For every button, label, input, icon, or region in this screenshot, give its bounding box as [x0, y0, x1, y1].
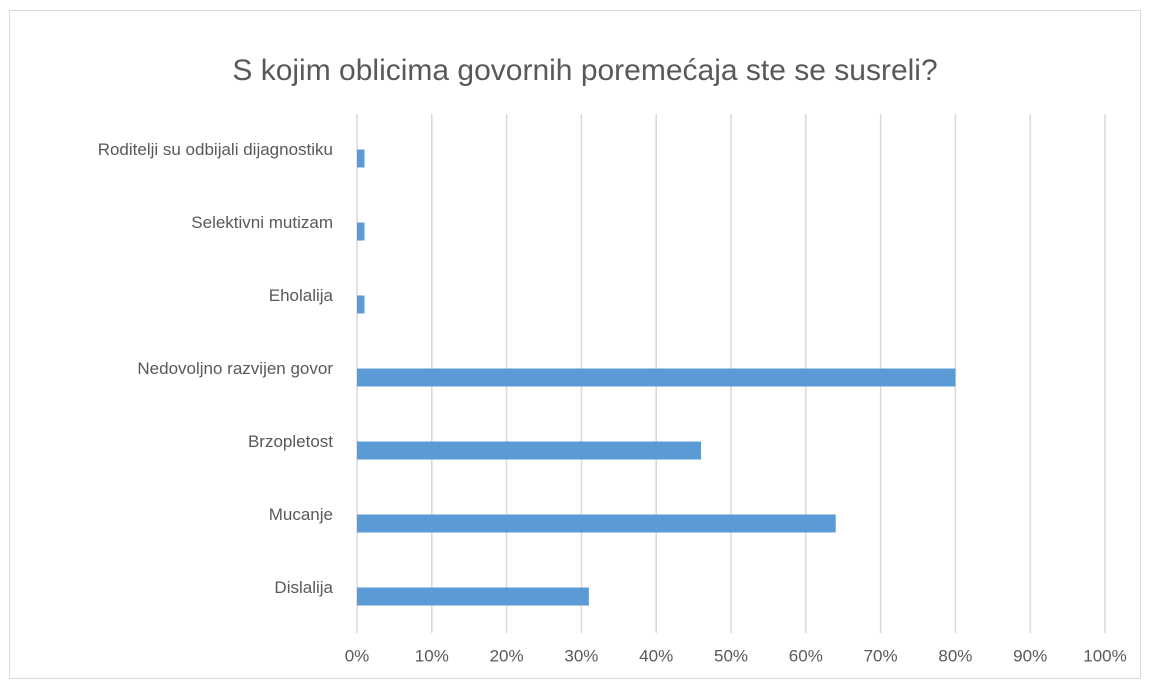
x-tick-label: 80% — [938, 646, 972, 665]
x-tick-label: 100% — [1083, 646, 1126, 665]
y-tick-label: Mucanje — [269, 505, 333, 524]
x-tick-label: 30% — [564, 646, 598, 665]
x-tick-label: 0% — [345, 646, 370, 665]
y-tick-label: Nedovoljno razvijen govor — [137, 359, 333, 378]
bar — [357, 149, 365, 168]
bar — [357, 222, 365, 241]
bar — [357, 514, 836, 533]
y-tick-label: Roditelji su odbijali dijagnostiku — [98, 140, 333, 159]
bar — [357, 368, 956, 387]
chart-frame — [9, 10, 1141, 679]
bar — [357, 587, 589, 606]
bar — [357, 441, 702, 460]
y-tick-label: Dislalija — [274, 578, 333, 597]
y-tick-label: Eholalija — [269, 286, 334, 305]
chart-title: S kojim oblicima govornih poremećaja ste… — [232, 54, 937, 87]
x-tick-label: 10% — [415, 646, 449, 665]
x-tick-label: 20% — [490, 646, 524, 665]
x-tick-label: 40% — [639, 646, 673, 665]
y-tick-label: Brzopletost — [248, 432, 333, 451]
x-tick-label: 70% — [864, 646, 898, 665]
bar — [357, 295, 365, 314]
x-tick-label: 50% — [714, 646, 748, 665]
x-tick-label: 90% — [1013, 646, 1047, 665]
x-tick-label: 60% — [789, 646, 823, 665]
y-tick-label: Selektivni mutizam — [191, 213, 333, 232]
